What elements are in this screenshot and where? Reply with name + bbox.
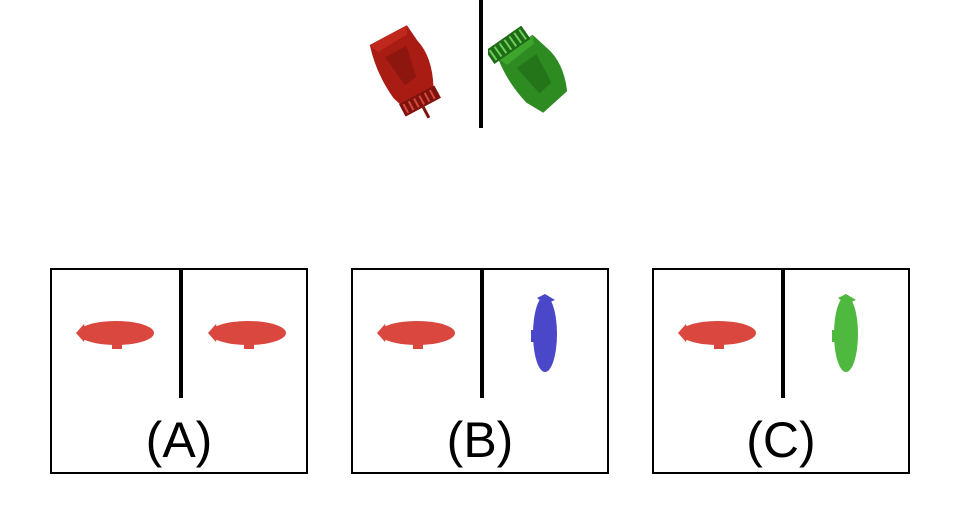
grand-piano-icon xyxy=(485,10,578,120)
blimp-icon xyxy=(373,312,457,354)
blimp-icon xyxy=(674,312,758,354)
option-divider xyxy=(480,270,484,398)
option-label: (B) xyxy=(446,412,514,468)
option-label: (C) xyxy=(746,412,816,468)
option-label: (A) xyxy=(145,412,213,468)
option-divider xyxy=(781,270,785,398)
blimp-icon xyxy=(204,312,288,354)
blimp-icon xyxy=(824,290,868,374)
option-divider xyxy=(179,270,183,398)
blimp-icon xyxy=(72,312,156,354)
grand-piano-icon xyxy=(360,20,450,130)
option-a[interactable]: (A) xyxy=(50,268,308,474)
question-divider xyxy=(479,0,483,128)
blimp-icon xyxy=(523,290,567,374)
option-c[interactable]: (C) xyxy=(652,268,910,474)
option-b[interactable]: (B) xyxy=(351,268,609,474)
